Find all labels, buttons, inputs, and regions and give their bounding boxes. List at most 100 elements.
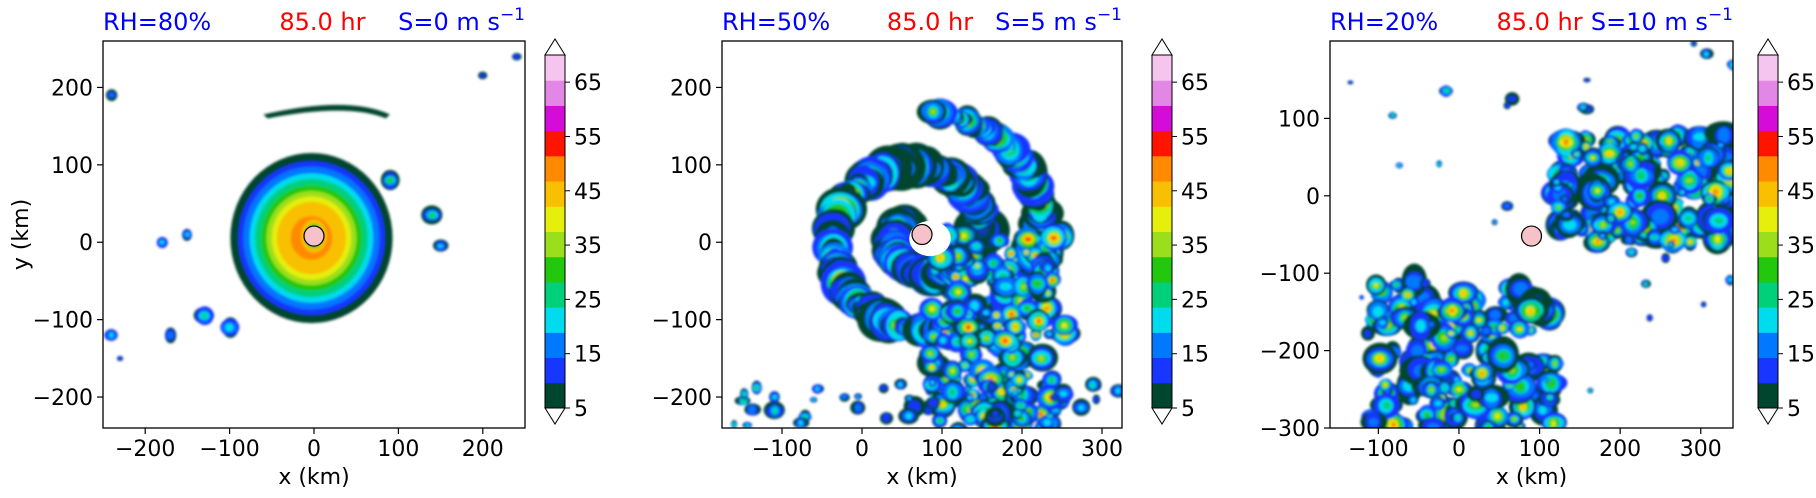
- echo-cell: [1677, 161, 1683, 165]
- echo-cell: [1626, 236, 1632, 243]
- echo-cell: [513, 54, 520, 59]
- colorbar-segment: [1152, 130, 1172, 157]
- echo-cell: [1684, 215, 1693, 222]
- echo-cell: [1628, 161, 1633, 167]
- echo-cell: [925, 408, 932, 415]
- echo-cell: [1021, 283, 1026, 290]
- colorbar-segment: [545, 307, 565, 333]
- colorbar-segment: [545, 130, 565, 157]
- echo-cell: [840, 394, 847, 400]
- echo-cell: [951, 424, 965, 428]
- colorbar-tick-label: 65: [574, 71, 602, 96]
- echo-cell: [954, 253, 961, 259]
- echo-cell: [930, 109, 936, 115]
- colorbar-segment: [1152, 181, 1172, 207]
- echo-cell: [1016, 412, 1019, 415]
- echo-cell: [1630, 220, 1636, 225]
- echo-cell: [437, 244, 444, 248]
- x-tick-label: −200: [115, 437, 175, 462]
- echo-cell: [109, 92, 114, 98]
- echo-cell: [1548, 396, 1552, 399]
- echo-cell: [1045, 306, 1049, 311]
- colorbar-tick-label: 45: [1181, 180, 1209, 205]
- echo-cell: [961, 234, 967, 238]
- colorbar-segment: [1152, 155, 1172, 182]
- echo-cell: [969, 352, 974, 357]
- y-tick-label: 0: [698, 231, 712, 256]
- colorbar-tick-label: 5: [574, 397, 588, 422]
- echo-cell: [941, 402, 945, 407]
- echo-cell: [963, 364, 967, 367]
- echo-cell: [1555, 186, 1561, 190]
- echo-cell: [745, 424, 749, 427]
- echo-cell: [936, 432, 939, 437]
- colorbar-extend-high: [1151, 38, 1173, 56]
- echo-cell: [1705, 154, 1712, 162]
- echo-cell: [1538, 405, 1547, 415]
- echo-cell: [1093, 396, 1099, 403]
- echo-cell: [1047, 429, 1048, 431]
- echo-cell: [748, 405, 756, 415]
- echo-cell: [1685, 178, 1693, 183]
- echo-cell: [996, 325, 999, 327]
- y-tick-label: −200: [652, 386, 712, 411]
- echo-cell: [980, 394, 986, 400]
- echo-cell: [1047, 292, 1050, 295]
- echo-cell: [1434, 401, 1442, 406]
- colorbar-segment: [545, 256, 565, 283]
- echo-cell: [1618, 210, 1622, 214]
- echo-cell: [1718, 127, 1730, 143]
- colorbar-extend-high: [544, 38, 566, 56]
- echo-cell: [1115, 388, 1121, 394]
- echo-cell: [856, 395, 860, 398]
- x-tick-label: 300: [1081, 437, 1123, 462]
- echo-cell: [930, 380, 935, 385]
- colorbar-segment: [1152, 281, 1172, 308]
- echo-cell: [1034, 334, 1037, 336]
- echo-cell: [815, 387, 820, 391]
- echo-cell: [966, 325, 970, 330]
- echo-cell: [1060, 391, 1067, 397]
- echo-cell: [955, 290, 961, 294]
- echo-cell: [1667, 139, 1672, 143]
- echo-cell: [949, 387, 956, 397]
- echo-cell: [1051, 236, 1056, 240]
- echo-cell: [742, 392, 747, 395]
- echo-cell: [1547, 380, 1556, 387]
- echo-cell: [954, 339, 960, 345]
- x-axis-label: x (km): [886, 465, 957, 490]
- echo-cell: [1090, 383, 1095, 387]
- echo-cell: [1715, 236, 1720, 242]
- colorbar-frame: [1151, 54, 1173, 409]
- echo-cell: [1384, 383, 1387, 386]
- colorbar-frame: [544, 54, 566, 409]
- echo-cell: [927, 351, 933, 356]
- colorbar-tick-label: 65: [1181, 71, 1209, 96]
- echo-cell: [1557, 205, 1560, 209]
- echo-cell: [1017, 377, 1022, 382]
- echo-cell: [1372, 306, 1384, 318]
- echo-cell: [1563, 219, 1577, 231]
- x-tick-label: 200: [1001, 437, 1043, 462]
- echo-cell: [1693, 132, 1706, 141]
- echo-cell: [1563, 139, 1569, 145]
- echo-cell: [741, 399, 745, 403]
- echo-cell: [928, 398, 938, 408]
- x-tick-label: 200: [462, 437, 504, 462]
- colorbar-segment: [545, 357, 565, 384]
- storm-center-marker: [911, 223, 933, 246]
- echo-cell: [954, 430, 960, 435]
- echo-cell: [159, 240, 165, 245]
- echo-cell: [940, 337, 946, 344]
- y-tick-label: 200: [670, 76, 712, 101]
- echo-cell: [1714, 217, 1724, 224]
- y-tick-label: −100: [33, 309, 93, 334]
- echo-cell: [387, 178, 393, 183]
- colorbar-segment: [1152, 105, 1172, 132]
- echo-cell: [1411, 398, 1416, 402]
- colorbar-segment: [545, 332, 565, 359]
- echo-cell: [1051, 278, 1054, 282]
- echo-cell: [938, 419, 942, 423]
